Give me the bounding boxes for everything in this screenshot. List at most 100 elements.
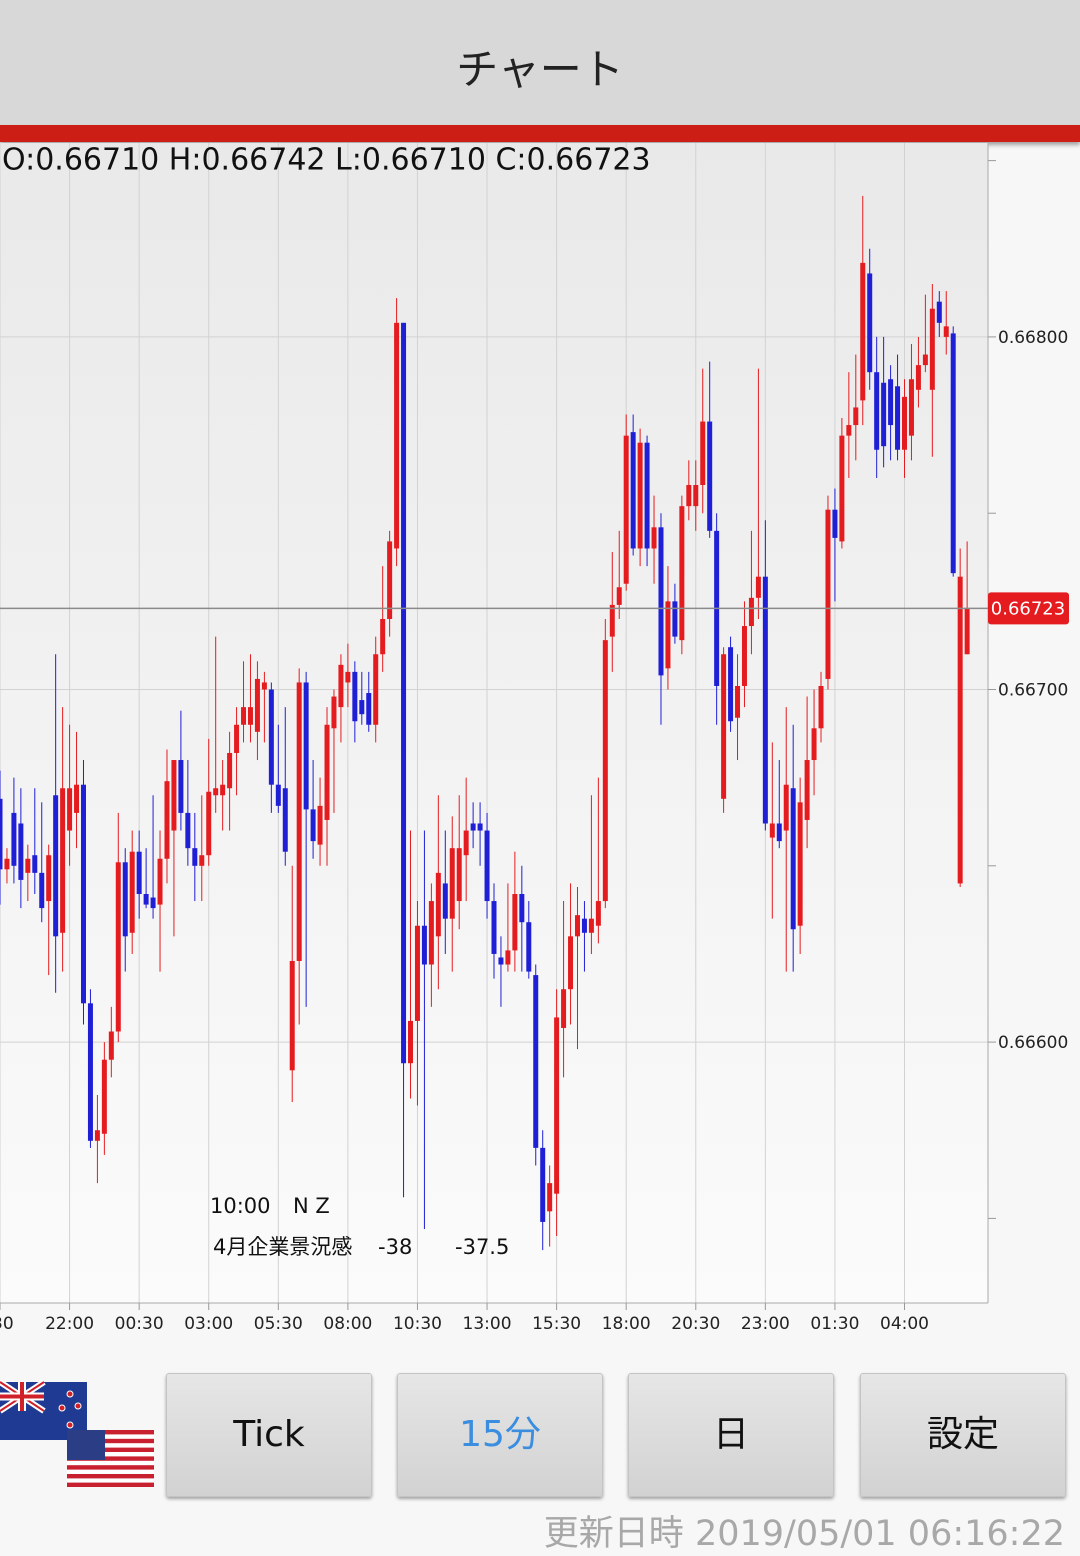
- candle-body: [533, 975, 539, 1148]
- x-tick-label: 15:30: [532, 1314, 581, 1334]
- x-tick-label: 01:30: [810, 1314, 859, 1334]
- candle-body: [213, 788, 219, 796]
- y-tick-label: 0.66800: [998, 328, 1068, 348]
- candle-body: [874, 372, 880, 450]
- candle-body: [227, 752, 233, 789]
- candle-body: [359, 700, 365, 715]
- candle-body: [143, 894, 149, 905]
- candle-body: [853, 407, 859, 426]
- candle-body: [505, 950, 511, 965]
- candle-body: [282, 788, 288, 852]
- candle-body: [957, 576, 963, 884]
- candle-body: [526, 922, 532, 972]
- candle-body: [658, 527, 664, 676]
- candle-body: [881, 382, 887, 447]
- candle-body: [178, 760, 184, 813]
- candle-body: [755, 576, 761, 598]
- ohlc-readout: O:0.66710 H:0.66742 L:0.66710 C:0.66723: [2, 143, 651, 178]
- screen-title: チャート: [456, 45, 624, 94]
- x-tick-label: 13:00: [463, 1314, 512, 1334]
- candle-body: [943, 326, 949, 337]
- candle-body: [735, 685, 741, 718]
- candle-body: [387, 541, 393, 619]
- candle-body: [345, 671, 351, 683]
- candle-body: [247, 707, 253, 725]
- tick-button[interactable]: Tick: [166, 1373, 372, 1497]
- candle-body: [108, 1031, 114, 1060]
- candle-body: [665, 601, 671, 669]
- candle-body: [950, 333, 956, 574]
- last-price-box: [988, 592, 1069, 625]
- candle-body: [164, 781, 170, 859]
- candle-body: [39, 872, 45, 909]
- candle-body: [463, 830, 469, 856]
- candle-body: [67, 788, 73, 831]
- plot-area: [0, 143, 988, 1303]
- candle-body: [261, 682, 267, 690]
- candle-body: [449, 848, 455, 919]
- update-time: 更新日時 2019/05/01 06:16:22: [544, 1505, 1065, 1556]
- candle-body: [241, 707, 247, 725]
- candle-body: [540, 1147, 546, 1222]
- candle-body: [380, 618, 386, 655]
- candle-body: [4, 858, 10, 870]
- candle-body: [498, 957, 504, 965]
- candle-body: [790, 788, 796, 930]
- candle-body: [547, 1183, 553, 1212]
- event-actual: -38: [378, 1235, 412, 1259]
- update-value: 2019/05/01 06:16:22: [694, 1514, 1065, 1554]
- candle-body: [811, 728, 817, 761]
- candle-body: [442, 883, 448, 919]
- candle-body: [171, 760, 177, 831]
- candle-body: [748, 597, 754, 627]
- candle-body: [46, 855, 52, 902]
- x-tick-label: 22:00: [45, 1314, 94, 1334]
- candle-body: [818, 685, 824, 729]
- candle-body: [554, 1017, 560, 1194]
- candle-body: [561, 989, 567, 1028]
- x-tick-label: 08:00: [323, 1314, 372, 1334]
- daily-button[interactable]: 日: [628, 1373, 834, 1497]
- candle-body: [275, 784, 281, 806]
- candle-body: [804, 760, 810, 820]
- x-tick-label: 05:30: [254, 1314, 303, 1334]
- update-label: 更新日時: [543, 1514, 684, 1554]
- candle-body: [867, 273, 873, 373]
- event-time: 10:00: [210, 1194, 271, 1218]
- candle-body: [373, 654, 379, 725]
- candle-body: [421, 925, 427, 965]
- candle-body: [741, 626, 747, 686]
- candle-body: [129, 851, 135, 933]
- candle-body: [157, 858, 163, 905]
- candle-body: [602, 640, 608, 902]
- candle-body: [644, 442, 650, 549]
- candle-body: [512, 894, 518, 951]
- candle-body: [32, 855, 38, 873]
- candle-body: [303, 682, 309, 810]
- candle-body: [588, 918, 594, 933]
- candle-body: [637, 442, 643, 549]
- candle-body: [651, 527, 657, 549]
- candle-body: [964, 608, 970, 655]
- candle-body: [414, 925, 420, 1021]
- candle-body: [60, 788, 66, 933]
- candle-body: [895, 386, 901, 450]
- candle-body: [428, 901, 434, 965]
- candle-body: [25, 858, 31, 873]
- settings-button[interactable]: 設定: [860, 1373, 1066, 1497]
- candle-body: [630, 432, 636, 549]
- candle-body: [832, 509, 838, 538]
- candle-body: [394, 322, 400, 549]
- candle-body: [324, 724, 330, 820]
- us-flag: [67, 1430, 154, 1487]
- candle-body: [136, 851, 142, 895]
- candle-body: [776, 823, 782, 842]
- candle-body: [254, 678, 260, 732]
- 15min-button[interactable]: 15分: [397, 1373, 603, 1497]
- candle-body: [366, 693, 372, 725]
- candle-body: [929, 308, 935, 390]
- candle-body: [679, 506, 685, 641]
- candle-body: [616, 587, 622, 605]
- candle-body: [401, 322, 407, 1064]
